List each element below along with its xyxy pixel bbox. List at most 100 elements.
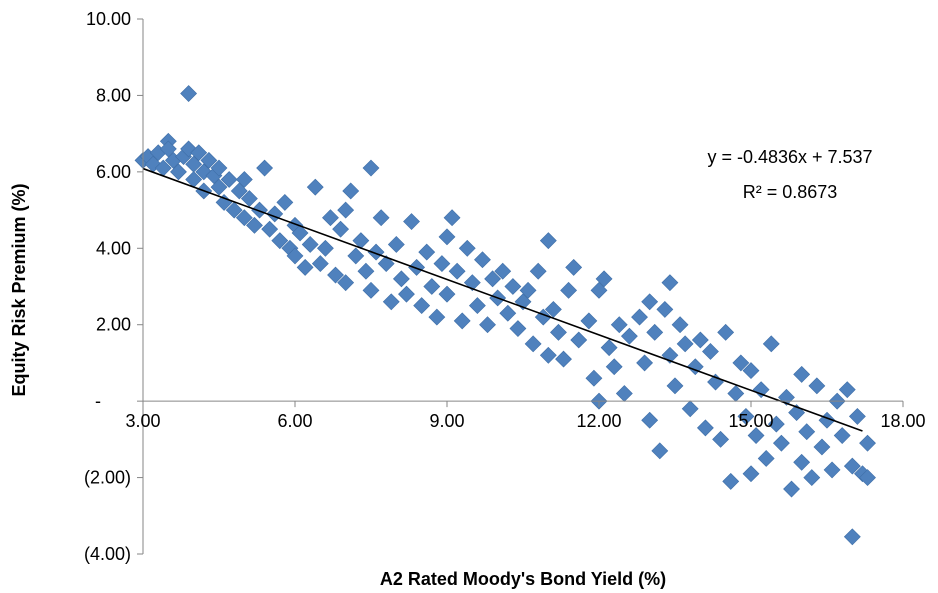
trendline-equation: y = -0.4836x + 7.537: [707, 147, 872, 167]
x-axis-title: A2 Rated Moody's Bond Yield (%): [380, 569, 666, 589]
data-point: [316, 239, 334, 257]
data-point: [514, 293, 532, 311]
data-point: [712, 430, 730, 448]
data-point: [702, 343, 719, 360]
data-point: [798, 423, 816, 441]
data-point: [661, 274, 679, 292]
data-point: [641, 293, 659, 311]
data-point: [752, 381, 770, 399]
data-points: [134, 85, 876, 546]
data-point: [737, 408, 755, 425]
data-point: [190, 144, 208, 162]
data-point: [387, 236, 405, 253]
data-point: [656, 301, 674, 318]
data-point: [296, 258, 314, 276]
data-point: [610, 316, 628, 334]
y-tick-label: 8.00: [96, 85, 131, 105]
data-point: [327, 266, 344, 284]
data-point: [291, 224, 309, 242]
data-point: [742, 362, 760, 379]
data-point: [453, 312, 471, 330]
data-point: [717, 323, 735, 341]
data-point: [519, 281, 537, 299]
data-point: [788, 404, 806, 422]
data-point: [833, 427, 851, 444]
data-point: [382, 293, 400, 311]
data-point: [342, 182, 360, 200]
data-point: [261, 220, 279, 238]
data-point: [550, 323, 567, 341]
data-point: [494, 262, 512, 280]
data-point: [722, 472, 740, 490]
data-point: [220, 171, 238, 188]
data-point: [256, 159, 274, 177]
data-point: [468, 297, 486, 315]
data-point: [428, 308, 446, 326]
data-point: [843, 528, 861, 546]
data-point: [479, 316, 496, 334]
x-tick-label: 18.00: [880, 411, 925, 431]
data-point: [590, 281, 608, 299]
data-point: [529, 262, 547, 280]
data-point: [539, 346, 557, 364]
y-axis-title: Equity Risk Premium (%): [9, 183, 29, 396]
data-point: [555, 350, 572, 368]
data-point: [362, 159, 380, 177]
data-point: [560, 281, 578, 299]
data-point: [676, 335, 694, 353]
y-axis-ticks: 10.00 8.00 6.00 4.00 2.00 - (2.00) (4.00): [84, 9, 143, 564]
data-point: [306, 178, 324, 196]
data-point: [347, 247, 365, 265]
data-point: [398, 285, 415, 303]
data-point: [448, 262, 466, 280]
data-point: [595, 270, 613, 288]
data-point: [225, 201, 243, 219]
data-point: [235, 209, 253, 227]
data-point: [661, 346, 679, 364]
data-point: [246, 216, 263, 234]
data-point: [757, 450, 775, 467]
data-point: [772, 434, 790, 452]
data-point: [793, 453, 811, 471]
x-tick-label: 3.00: [125, 411, 160, 431]
data-point: [392, 270, 410, 288]
data-point: [458, 239, 476, 257]
data-point: [504, 278, 522, 295]
data-point: [276, 194, 294, 211]
x-axis-ticks: 3.00 6.00 9.00 12.00 15.00 18.00: [125, 401, 926, 431]
data-point: [311, 255, 329, 272]
data-point: [732, 354, 750, 372]
data-point: [620, 327, 638, 345]
trendline: [142, 167, 863, 432]
data-point: [362, 281, 380, 299]
data-point: [423, 278, 441, 295]
data-point: [443, 209, 461, 227]
data-point: [377, 255, 395, 272]
data-point: [509, 320, 527, 337]
data-point: [615, 385, 633, 402]
data-point: [727, 385, 745, 402]
y-tick-label: (2.00): [84, 468, 131, 488]
data-point: [605, 358, 623, 376]
data-point: [235, 171, 253, 188]
data-point: [433, 255, 451, 272]
data-point: [565, 258, 583, 276]
data-point: [539, 232, 557, 250]
x-tick-label: 9.00: [429, 411, 464, 431]
y-tick-label: (4.00): [84, 544, 131, 564]
x-tick-label: 15.00: [728, 411, 773, 431]
data-point: [367, 243, 385, 261]
data-point: [793, 365, 811, 383]
data-point: [859, 469, 876, 486]
data-point: [474, 251, 491, 269]
y-tick-label: 2.00: [96, 315, 131, 335]
data-point: [418, 243, 436, 261]
y-tick-label: 4.00: [96, 238, 131, 258]
data-point: [159, 140, 177, 158]
y-tick-label: 6.00: [96, 162, 131, 182]
data-point: [337, 274, 355, 292]
data-point: [408, 258, 426, 276]
data-point: [524, 335, 542, 353]
data-point: [230, 182, 248, 200]
